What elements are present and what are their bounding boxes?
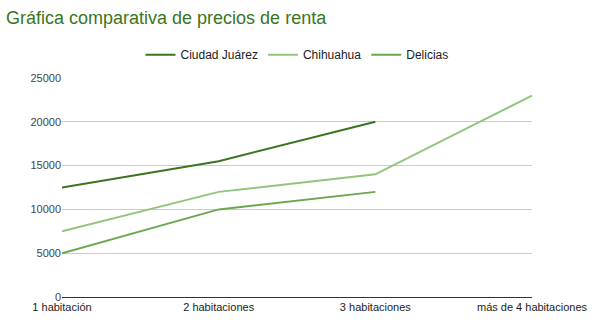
svg-text:Ciudad Juárez: Ciudad Juárez bbox=[181, 48, 258, 62]
svg-text:Chihuahua: Chihuahua bbox=[303, 48, 361, 62]
svg-text:20000: 20000 bbox=[30, 116, 61, 128]
svg-text:3 habitaciones: 3 habitaciones bbox=[340, 301, 411, 313]
svg-text:2 habitaciones: 2 habitaciones bbox=[183, 301, 254, 313]
svg-text:5000: 5000 bbox=[37, 247, 61, 259]
svg-text:más de 4 habitaciones: más de 4 habitaciones bbox=[477, 301, 588, 313]
svg-text:10000: 10000 bbox=[30, 203, 61, 215]
svg-text:0: 0 bbox=[55, 291, 61, 303]
svg-text:Gráfica comparativa de precios: Gráfica comparativa de precios de renta bbox=[6, 8, 327, 28]
svg-text:25000: 25000 bbox=[30, 72, 61, 84]
svg-text:Delicias: Delicias bbox=[406, 48, 448, 62]
svg-text:15000: 15000 bbox=[30, 159, 61, 171]
svg-text:1 habitación: 1 habitación bbox=[32, 301, 91, 313]
